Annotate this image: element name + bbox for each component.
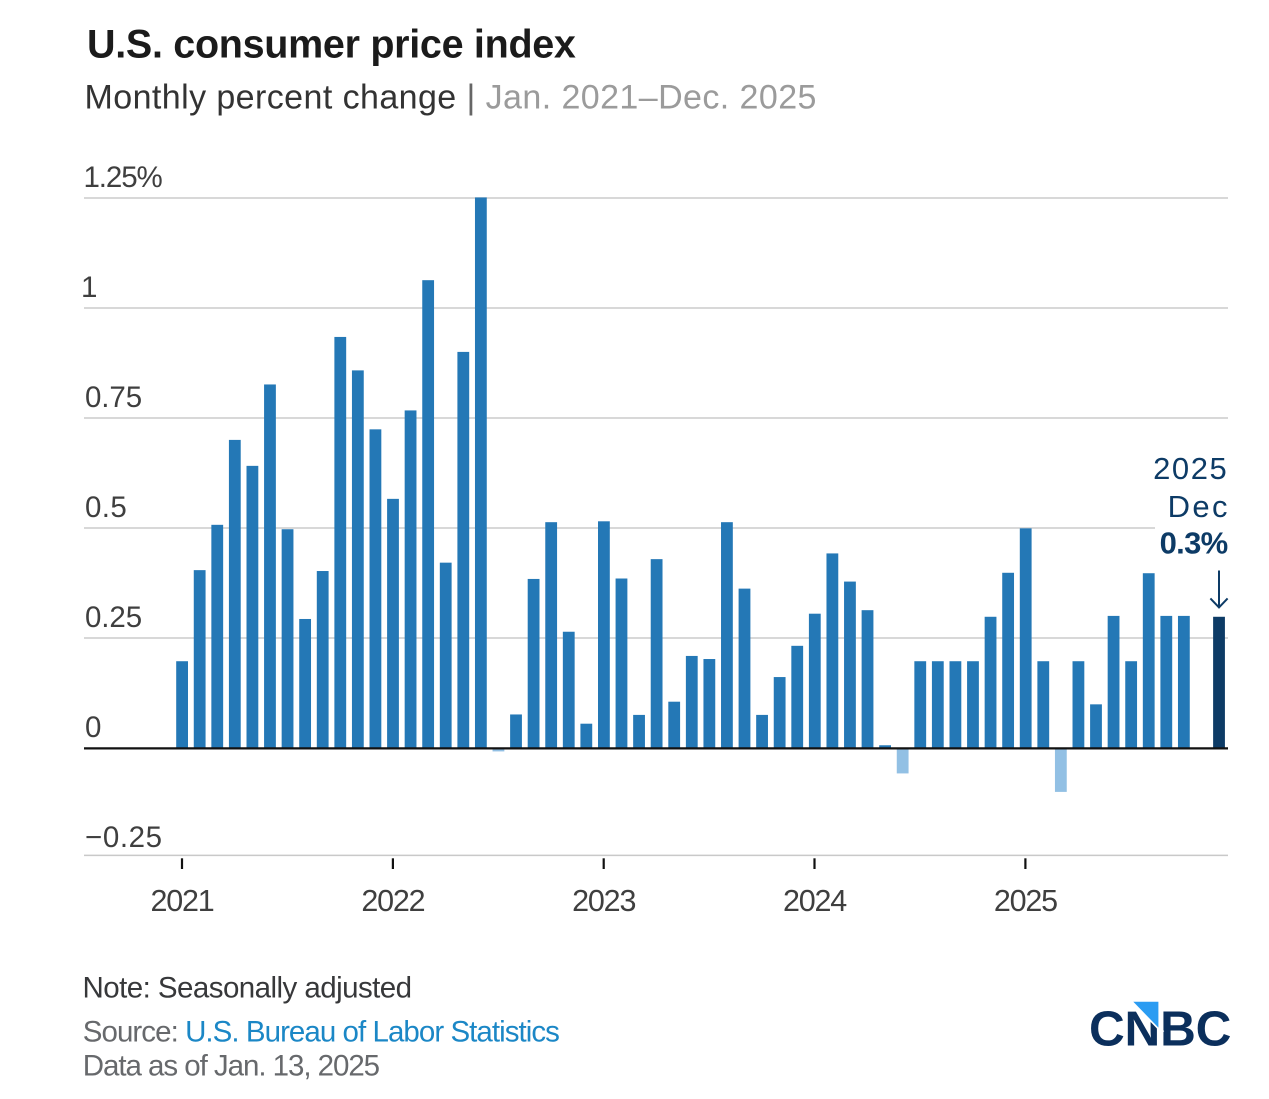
svg-text:1.25%: 1.25%	[84, 161, 163, 194]
svg-text:U.S. consumer price index: U.S. consumer price index	[87, 23, 576, 67]
svg-text:Source: U.S. Bureau of Labor S: Source: U.S. Bureau of Labor Statistics	[83, 1015, 559, 1048]
svg-text:Note: Seasonally adjusted: Note: Seasonally adjusted	[83, 971, 412, 1004]
svg-text:0.3%: 0.3%	[1160, 525, 1228, 560]
svg-text:2025: 2025	[994, 884, 1057, 918]
svg-text:2025: 2025	[1153, 451, 1228, 486]
svg-text:2023: 2023	[572, 884, 635, 918]
svg-text:0.5: 0.5	[85, 491, 127, 524]
svg-text:Data as of Jan. 13, 2025: Data as of Jan. 13, 2025	[83, 1050, 380, 1083]
svg-text:2022: 2022	[361, 884, 424, 918]
svg-text:1: 1	[81, 271, 97, 304]
svg-text:0.25: 0.25	[85, 601, 142, 634]
svg-text:−0.25: −0.25	[85, 821, 163, 854]
svg-text:2024: 2024	[783, 884, 847, 918]
svg-text:2021: 2021	[150, 884, 213, 918]
svg-text:0: 0	[85, 711, 101, 744]
svg-text:0.75: 0.75	[85, 381, 142, 414]
svg-text:Monthly percent change | Jan.: Monthly percent change | Jan. 2021–Dec. …	[85, 78, 817, 116]
svg-text:Dec: Dec	[1168, 489, 1230, 524]
